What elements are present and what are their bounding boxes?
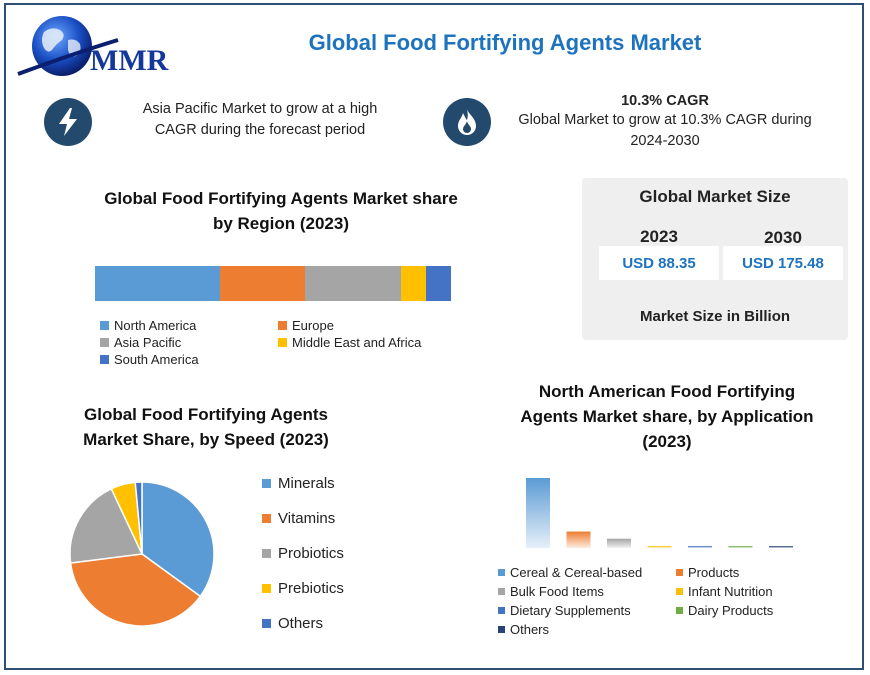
cagr-headline: 10.3% CAGR <box>621 93 709 109</box>
application-chart-title: North American Food Fortifying Agents Ma… <box>520 382 814 451</box>
legend-item-products: Products <box>676 565 826 580</box>
pie-slice-probiotics <box>69 487 144 564</box>
year-2030-label: 2030 <box>764 228 802 247</box>
bar-segment-north-america <box>95 266 220 301</box>
legend-swatch <box>262 549 271 558</box>
speed-chart-title: Global Food Fortifying Agents Market Sha… <box>83 405 329 449</box>
market-size-unit: Market Size in Billion <box>639 308 791 325</box>
region-stacked-bar <box>95 266 451 301</box>
legend-swatch <box>676 607 683 614</box>
legend-swatch <box>100 338 109 347</box>
pie-slice-vitamins <box>69 553 202 627</box>
highlight-asia-pacific: Asia Pacific Market to grow at a high CA… <box>142 101 378 138</box>
legend-label: Bulk Food Items <box>510 584 604 599</box>
legend-swatch <box>676 569 683 576</box>
bar-segment-middle-east-and-africa <box>401 266 427 301</box>
legend-swatch <box>498 607 505 614</box>
legend-label: Minerals <box>278 475 335 492</box>
application-bar-chart <box>526 478 793 548</box>
mmr-logo: MMR <box>14 14 184 84</box>
legend-swatch <box>262 619 271 628</box>
legend-swatch <box>262 479 271 488</box>
bar-dairy-products <box>728 546 753 548</box>
legend-item-dietary-supplements: Dietary Supplements <box>498 603 676 618</box>
legend-label: Probiotics <box>278 545 344 562</box>
pie-slice-minerals <box>141 481 215 598</box>
legend-item-europe: Europe <box>278 318 456 333</box>
region-chart-title: Global Food Fortifying Agents Market sha… <box>104 189 458 233</box>
legend-label: Europe <box>292 318 334 333</box>
legend-item-vitamins: Vitamins <box>262 501 402 536</box>
legend-swatch <box>498 569 505 576</box>
legend-item-north-america: North America <box>100 318 278 333</box>
legend-label: Others <box>278 615 324 632</box>
legend-item-prebiotics: Prebiotics <box>262 571 402 606</box>
legend-label: Vitamins <box>278 510 336 527</box>
legend-label: Dietary Supplements <box>510 603 631 618</box>
logo-text: MMR <box>90 44 169 77</box>
cagr-description: Global Market to grow at 10.3% CAGR duri… <box>518 112 812 149</box>
value-2030: USD 175.48 <box>723 246 843 280</box>
speed-pie-chart <box>69 481 215 627</box>
bar-products <box>566 531 591 548</box>
legend-item-middle-east-and-africa: Middle East and Africa <box>278 335 456 350</box>
legend-label: Middle East and Africa <box>292 335 422 350</box>
market-size-title: Global Market Size <box>639 187 791 206</box>
bar-cereal-cereal-based <box>526 478 550 548</box>
bar-dietary-supplements <box>688 545 712 548</box>
application-legend: Cereal & Cereal-based Products Bulk Food I… <box>498 565 828 637</box>
legend-swatch <box>262 514 271 523</box>
legend-label: North America <box>114 318 197 333</box>
region-legend: North America Europe Asia Pacific Middle Ea… <box>100 318 460 367</box>
legend-swatch <box>498 588 505 595</box>
legend-item-others: Others <box>498 622 676 637</box>
legend-label: Prebiotics <box>278 580 344 597</box>
legend-swatch <box>100 355 109 364</box>
legend-item-probiotics: Probiotics <box>262 536 402 571</box>
bar-segment-europe <box>219 266 306 301</box>
legend-item-minerals: Minerals <box>262 466 402 501</box>
legend-label: Others <box>510 622 550 637</box>
legend-label: South America <box>114 352 199 367</box>
legend-swatch <box>498 626 505 633</box>
pie-slice-others <box>134 481 143 555</box>
legend-item-infant-nutrition: Infant Nutrition <box>676 584 826 599</box>
bar-infant-nutrition <box>647 545 672 548</box>
year-2023-label: 2023 <box>640 227 678 246</box>
value-2023: USD 88.35 <box>599 246 719 280</box>
legend-item-others: Others <box>262 606 402 641</box>
legend-swatch <box>676 588 683 595</box>
legend-label: Infant Nutrition <box>688 584 773 599</box>
flame-icon <box>443 98 491 146</box>
legend-label: Products <box>688 565 740 580</box>
legend-swatch <box>278 321 287 330</box>
legend-label: Cereal & Cereal-based <box>510 565 643 580</box>
legend-swatch <box>278 338 287 347</box>
legend-swatch <box>100 321 109 330</box>
bar-bulk-food-items <box>607 538 631 548</box>
legend-label: Asia Pacific <box>114 335 182 350</box>
legend-item-south-america: South America <box>100 352 278 367</box>
legend-item-bulk-food-items: Bulk Food Items <box>498 584 676 599</box>
lightning-icon <box>44 98 92 146</box>
legend-item-dairy-products: Dairy Products <box>676 603 826 618</box>
page-title: Global Food Fortifying Agents Market <box>308 30 702 55</box>
legend-swatch <box>262 584 271 593</box>
speed-legend: Minerals Vitamins Probiotics Prebiotics Othe… <box>262 466 402 641</box>
legend-label: Dairy Products <box>688 603 774 618</box>
bar-segment-asia-pacific <box>305 266 402 301</box>
bar-segment-south-america <box>426 266 451 301</box>
bar-others <box>769 546 793 548</box>
legend-item-cereal-cereal-based: Cereal & Cereal-based <box>498 565 676 580</box>
legend-item-asia-pacific: Asia Pacific <box>100 335 278 350</box>
